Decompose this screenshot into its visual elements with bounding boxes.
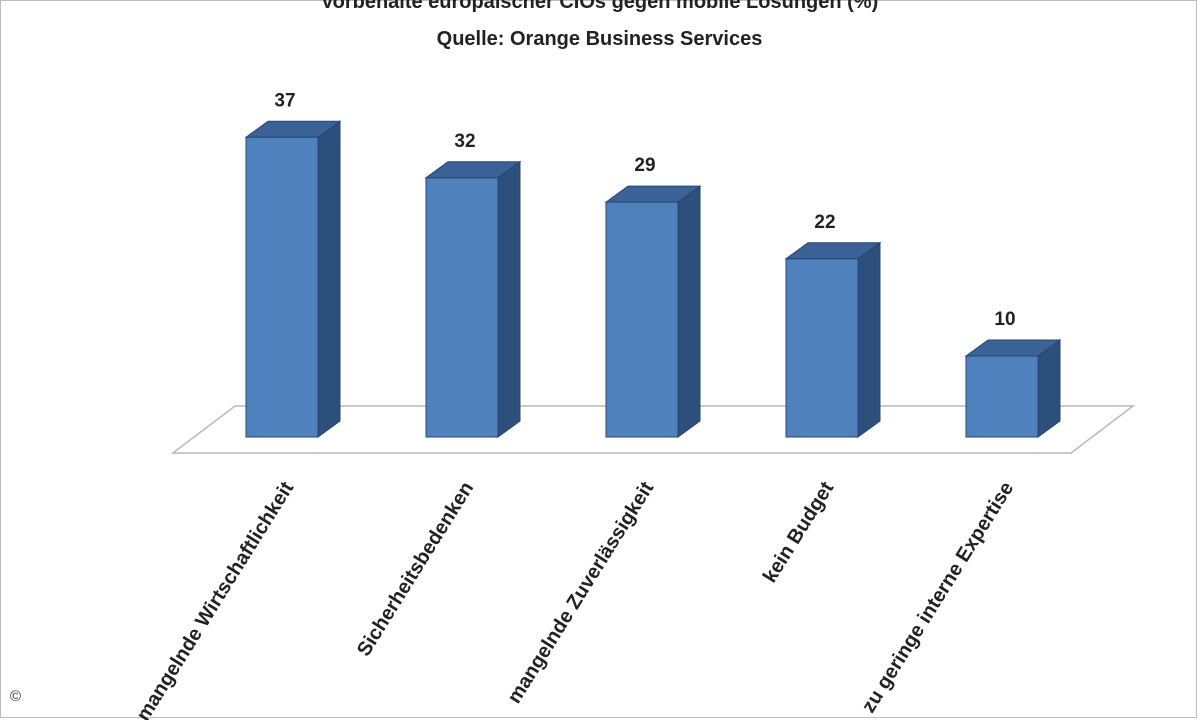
- category-label: Sicherheitsbedenken: [353, 478, 478, 660]
- category-label: mangelnde Zuverlässigkeit: [504, 478, 659, 708]
- data-label: 32: [454, 131, 475, 152]
- category-label: mangelnde Wirtschaftlichkeit: [132, 478, 298, 720]
- data-label: 10: [994, 309, 1015, 330]
- bar-side-face: [857, 241, 881, 438]
- chart-subtitle: Quelle: Orange Business Services: [436, 28, 763, 50]
- category-label: kein Budget: [759, 478, 838, 587]
- bar-side-face: [677, 185, 701, 438]
- bars-layer: [244, 120, 1062, 438]
- bar: [244, 120, 342, 438]
- bar-front-face: [245, 136, 319, 438]
- bar-side-face: [497, 160, 521, 438]
- bar-side-face: [1037, 339, 1061, 438]
- category-label: zu geringe interne Expertise: [858, 478, 1019, 717]
- chart-title: Vorbehalte europäischer CIOs gegen mobil…: [320, 0, 879, 13]
- bar-front-face: [785, 258, 859, 438]
- bar: [424, 160, 522, 438]
- copyright-mark: ©: [10, 688, 22, 705]
- bar: [604, 185, 702, 438]
- bar-side-face: [317, 120, 341, 438]
- bar-front-face: [965, 355, 1039, 438]
- data-label: 29: [634, 155, 655, 176]
- bar-front-face: [605, 201, 679, 438]
- bar-front-face: [425, 177, 499, 438]
- bar: [784, 241, 882, 438]
- data-label: 37: [274, 90, 295, 111]
- data-label: 22: [814, 212, 835, 233]
- bar: [964, 339, 1062, 438]
